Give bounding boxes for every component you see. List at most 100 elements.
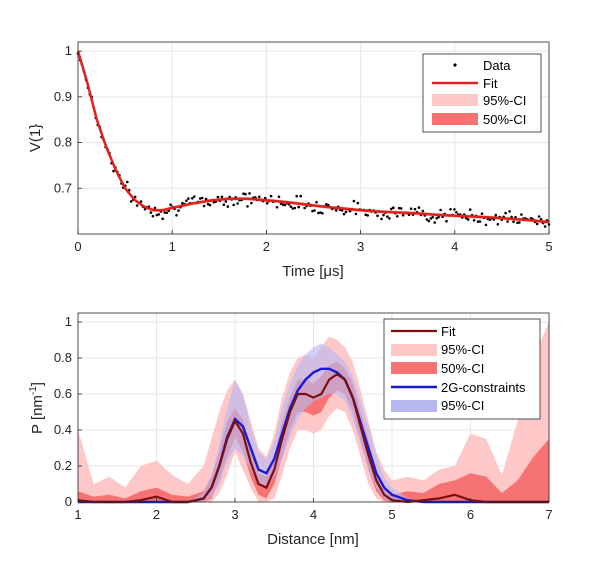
- data-point: [396, 215, 399, 218]
- legend-fit2-label: Fit: [441, 324, 456, 339]
- data-point: [472, 219, 476, 222]
- data-point: [464, 216, 468, 220]
- top-y-tick-label: 0.8: [54, 135, 72, 150]
- bottom-x-tick-label: 7: [545, 507, 552, 522]
- data-point: [325, 203, 328, 206]
- top-x-tick-label: 0: [74, 239, 81, 254]
- data-point: [153, 206, 157, 210]
- data-point: [390, 207, 393, 211]
- legend-g2-ci-swatch: [391, 400, 437, 412]
- bottom-y-tick-label: 0.8: [54, 350, 72, 365]
- data-point: [478, 220, 482, 223]
- bottom-x-tick-label: 6: [467, 507, 474, 522]
- bottom-y-tick-label: 0: [65, 494, 72, 509]
- data-point: [258, 195, 261, 199]
- data-point: [354, 212, 358, 216]
- bottom-x-tick-label: 3: [231, 507, 238, 522]
- legend-g2-ci-label: 95%-CI: [441, 398, 484, 413]
- data-point: [399, 207, 403, 210]
- data-point: [313, 209, 316, 212]
- data-point: [139, 200, 143, 203]
- legend-2g-label: 2G-constraints: [441, 380, 526, 395]
- data-point: [311, 209, 314, 213]
- data-point: [514, 215, 517, 219]
- data-point: [453, 208, 456, 211]
- data-point: [425, 218, 429, 221]
- data-point: [508, 210, 511, 213]
- data-point: [382, 213, 385, 217]
- legend-ci50-label: 50%-CI: [483, 112, 526, 127]
- top-legend: Data Fit 95%-CI 50%-CI: [422, 53, 542, 133]
- data-point: [250, 201, 253, 205]
- top-x-tick-label: 4: [451, 239, 458, 254]
- data-point: [269, 194, 273, 198]
- data-point: [506, 220, 509, 223]
- data-point: [401, 214, 405, 217]
- data-point: [480, 212, 484, 215]
- data-point: [356, 201, 360, 205]
- data-point: [246, 205, 249, 208]
- data-point: [222, 203, 226, 206]
- data-point: [299, 194, 303, 198]
- bottom-y-ticks: 0 0.2 0.4 0.6 0.8 1: [54, 314, 82, 509]
- data-point: [185, 199, 188, 202]
- data-point: [236, 202, 239, 205]
- data-point: [133, 195, 137, 199]
- bottom-y-axis-label: P [nm-1]: [28, 382, 46, 434]
- legend-data-label: Data: [483, 58, 511, 73]
- data-point: [352, 199, 356, 203]
- legend-ci50b-label: 50%-CI: [441, 361, 484, 376]
- data-point: [263, 196, 267, 200]
- top-panel: 0 1 2 3 4 5 0.7 0.8 0.9 1 Time [μs] V(1} Data Fi…: [27, 41, 553, 280]
- data-point: [135, 204, 139, 207]
- data-point: [177, 209, 180, 212]
- data-point: [202, 204, 206, 208]
- data-point: [413, 207, 417, 211]
- data-point: [466, 218, 470, 221]
- top-x-tick-label: 5: [545, 239, 552, 254]
- data-point: [435, 217, 439, 220]
- top-x-tick-label: 2: [263, 239, 270, 254]
- data-point: [518, 221, 521, 224]
- data-point: [297, 205, 301, 209]
- legend-ci95b-label: 95%-CI: [441, 342, 484, 357]
- bottom-x-tick-label: 4: [310, 507, 317, 522]
- data-point: [439, 208, 442, 212]
- bottom-x-ticks: 1 2 3 4 5 6 7: [74, 498, 553, 522]
- data-point: [427, 219, 431, 223]
- top-y-tick-label: 0.7: [54, 180, 72, 195]
- data-point: [169, 203, 172, 206]
- top-y-axis-label: V(1}: [27, 124, 44, 152]
- data-point: [175, 214, 178, 217]
- data-point: [386, 215, 389, 218]
- data-point: [279, 202, 283, 205]
- data-point: [200, 196, 204, 200]
- data-point: [429, 217, 433, 220]
- data-point: [342, 212, 346, 216]
- data-point: [151, 214, 155, 218]
- data-point: [295, 194, 299, 198]
- data-point: [494, 213, 498, 217]
- data-point: [291, 207, 295, 210]
- data-point: [220, 195, 224, 199]
- data-point: [126, 180, 129, 184]
- data-point: [512, 220, 515, 224]
- data-point: [530, 216, 533, 220]
- data-point: [488, 218, 492, 221]
- data-point: [344, 210, 348, 214]
- data-point: [380, 217, 383, 221]
- data-point: [163, 211, 166, 214]
- data-point: [468, 208, 472, 211]
- data-point: [510, 215, 513, 219]
- data-point: [187, 197, 190, 200]
- data-point: [319, 211, 322, 214]
- data-point: [157, 213, 161, 216]
- data-point: [535, 222, 539, 226]
- data-point: [364, 213, 368, 216]
- data-point: [161, 217, 164, 221]
- top-x-ticks: 0 1 2 3 4 5: [74, 230, 553, 254]
- data-point: [484, 223, 488, 227]
- data-point: [366, 214, 370, 217]
- top-fit-line: [76, 50, 550, 224]
- data-point: [437, 215, 440, 219]
